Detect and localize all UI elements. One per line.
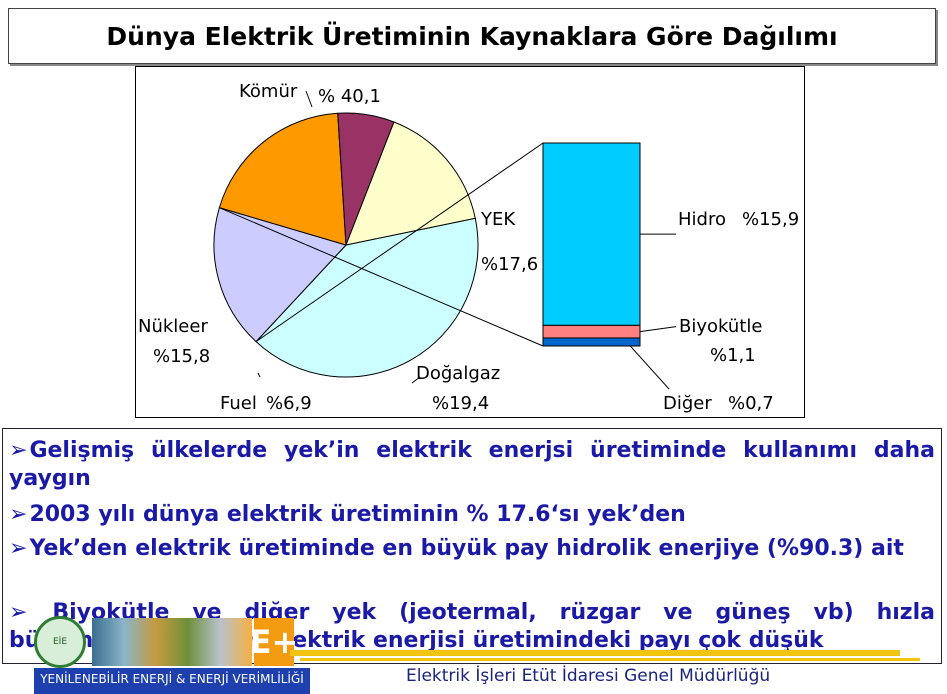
- leader-line-fuel: [257, 372, 261, 378]
- pie-slice-2: [218, 112, 347, 246]
- label-dogalgaz-name: Doğalgaz: [416, 363, 500, 384]
- bullet-arrow-icon: ➢: [9, 600, 28, 625]
- label-nukleer-value: %15,8: [153, 346, 210, 367]
- bullet-arrow-icon: ➢: [9, 502, 28, 527]
- connector-lines: [219, 90, 677, 390]
- label-yek-name: YEK: [480, 209, 516, 230]
- energy-photos-strip: [92, 618, 252, 666]
- pie-slice-0: [255, 217, 479, 378]
- footer-band: YENİLENEBİLİR ENERJİ & ENERJİ VERİMLİLİĞ…: [34, 668, 310, 694]
- pie-slice-4: [345, 121, 476, 246]
- label-diger-value: %0,7: [728, 393, 774, 414]
- footer-divider: [300, 658, 920, 661]
- pie-slices: [213, 112, 479, 378]
- bullet-arrow-icon: ➢: [9, 438, 28, 463]
- label-biyokutle-value: %1,1: [710, 345, 756, 366]
- leader-line-dogalgaz: [411, 376, 421, 384]
- e-plus-logo-icon: E+: [250, 618, 298, 666]
- bullet-text: Yek’den elektrik üretiminde en büyük pay…: [29, 536, 904, 561]
- bullet-text: Gelişmiş ülkelerde yek’in elektrik enerj…: [9, 438, 935, 491]
- pie-slice-1: [213, 207, 347, 343]
- organization-name: Elektrik İşleri Etüt İdaresi Genel Müdür…: [406, 666, 771, 686]
- leader-line-biyokutle: [639, 326, 677, 333]
- label-nukleer-name: Nükleer: [138, 316, 208, 337]
- bullet-arrow-icon: ➢: [9, 536, 28, 561]
- connector-bottom-line: [219, 207, 544, 347]
- bar-segment-2: [542, 337, 641, 347]
- leader-line-diger: [629, 345, 670, 390]
- label-fuel-name: Fuel: [220, 393, 257, 414]
- logo-text: EİE: [52, 637, 68, 647]
- bullet-item: ➢Gelişmiş ülkelerde yek’in elektrik ener…: [9, 437, 935, 493]
- footer: EİE E+ YENİLENEBİLİR ENERJİ & ENERJİ VER…: [0, 610, 947, 694]
- page-title: Dünya Elektrik Üretiminin Kaynaklara Gör…: [106, 21, 838, 51]
- label-biyokutle-name: Biyokütle: [679, 316, 762, 337]
- label-diger-name: Diğer: [663, 393, 712, 414]
- label-dogalgaz-value: %19,4: [432, 393, 489, 414]
- breakdown-bar: [542, 142, 641, 347]
- bar-segment-1: [542, 324, 641, 339]
- bullet-item: ➢Yek’den elektrik üretiminde en büyük pa…: [9, 535, 935, 563]
- bullet-text: 2003 yılı dünya elektrik üretiminin % 17…: [29, 502, 686, 527]
- label-komur-value: % 40,1: [318, 86, 381, 107]
- bullet-item: ➢2003 yılı dünya elektrik üretiminin % 1…: [9, 501, 935, 529]
- label-hidro-value: %15,9: [742, 209, 799, 230]
- chart-labels: Kömür % 40,1 YEK %17,6 Nükleer %15,8 Doğ…: [138, 81, 799, 414]
- leader-line-komur: [305, 90, 313, 108]
- connector-top-line: [255, 142, 544, 343]
- label-hidro-name: Hidro: [678, 209, 726, 230]
- label-yek-value: %17,6: [481, 254, 538, 275]
- label-fuel-value: %6,9: [266, 393, 312, 414]
- chart-frame: Kömür % 40,1 YEK %17,6 Nükleer %15,8 Doğ…: [135, 66, 805, 418]
- label-komur-name: Kömür: [239, 81, 298, 102]
- bar-segment-0: [542, 142, 641, 326]
- pie-chart: Kömür % 40,1 YEK %17,6 Nükleer %15,8 Doğ…: [138, 81, 799, 414]
- title-box: Dünya Elektrik Üretiminin Kaynaklara Gör…: [8, 8, 936, 64]
- footer-divider: [290, 650, 900, 656]
- eie-logo-icon: EİE: [34, 616, 86, 668]
